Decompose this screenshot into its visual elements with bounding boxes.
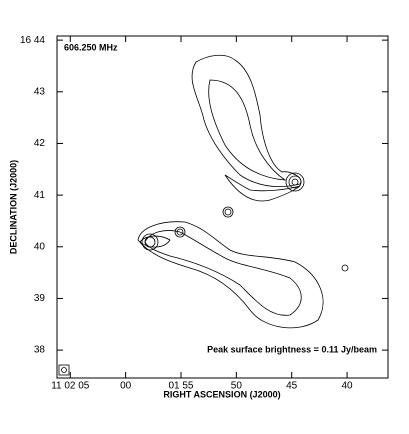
x-axis-title: RIGHT ASCENSION (J2000) [163,389,280,399]
x-tick-label: 40 [341,381,353,392]
annotation: Peak surface brightness = 0.11 Jy/beam [207,344,377,354]
y-axis-title: DECLINATION (J2000) [8,160,18,254]
frequency-label: 606.250 MHz [64,42,118,52]
contours [58,54,349,376]
x-tick-label: 01 55 [168,381,193,392]
x-tick-label: 50 [231,381,243,392]
y-tick-label: 43 [34,86,46,97]
y-tick-label: 40 [34,241,46,252]
y-tick-label: 39 [34,293,46,304]
y-tick-label: 42 [34,138,46,149]
x-tick-label: 00 [120,381,132,392]
y-tick-label: 16 44 [20,35,45,46]
y-tick-label: 38 [34,345,46,356]
x-tick-label: 45 [286,381,298,392]
x-tick-label: 11 02 05 [51,381,90,392]
plot-frame [56,35,389,379]
y-tick-label: 41 [34,190,46,201]
